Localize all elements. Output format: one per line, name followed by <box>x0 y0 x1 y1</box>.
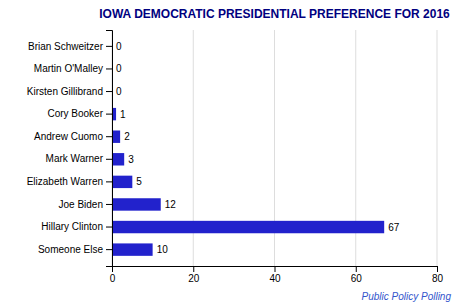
y-tick: Someone Else <box>38 244 112 255</box>
y-tick-label: Kirsten Gillibrand <box>27 86 103 97</box>
y-tick-label: Elizabeth Warren <box>27 176 103 187</box>
y-tick-label: Martin O'Malley <box>34 63 103 74</box>
x-tick-label: 0 <box>110 273 116 284</box>
y-tick-mark <box>106 181 112 182</box>
x-tick-label: 60 <box>351 273 363 284</box>
x-axis-line <box>113 267 438 273</box>
x-tick-label: 20 <box>188 273 200 284</box>
x-axis: 0 20 40 60 80 <box>110 266 444 284</box>
y-tick-mark <box>106 136 112 137</box>
y-tick: Elizabeth Warren <box>27 176 112 187</box>
y-tick-label: Mark Warner <box>46 153 104 164</box>
data-label: 67 <box>388 222 400 233</box>
y-tick-mark <box>106 159 112 160</box>
data-label: 0 <box>116 86 122 97</box>
chart-svg: 1067125321000020406080Someone ElseHillar… <box>0 0 459 306</box>
y-tick: Hillary Clinton <box>41 221 112 232</box>
y-tick-label: Andrew Cuomo <box>34 131 103 142</box>
data-label: 5 <box>136 176 142 187</box>
data-label: 2 <box>124 131 130 142</box>
y-tick-label: Brian Schweitzer <box>28 41 104 52</box>
data-label: 1 <box>120 109 126 120</box>
data-label: 10 <box>157 244 169 255</box>
watermark: Public Policy Polling <box>362 291 452 302</box>
x-tick-label: 80 <box>432 273 444 284</box>
bar <box>112 221 384 233</box>
y-tick: Martin O'Malley <box>34 63 112 74</box>
plot: 1067125321000020406080Someone ElseHillar… <box>27 30 444 284</box>
y-tick-label: Cory Booker <box>47 108 103 119</box>
data-labels: 1067125321000 <box>116 41 400 255</box>
bar <box>112 176 132 188</box>
grid <box>112 30 437 266</box>
y-tick-mark <box>106 249 112 250</box>
x-tick: 20 <box>188 266 200 284</box>
grid-line <box>437 30 438 266</box>
y-tick: Brian Schweitzer <box>28 41 112 52</box>
x-tick-mark <box>275 266 276 272</box>
x-tick-label: 40 <box>269 273 281 284</box>
x-tick-mark <box>437 266 438 272</box>
x-tick: 80 <box>432 266 444 284</box>
bar <box>112 243 153 255</box>
x-tick-mark <box>356 266 357 272</box>
bars <box>112 108 384 256</box>
data-label: 12 <box>165 199 177 210</box>
y-tick-mark <box>106 46 112 47</box>
y-tick: Joe Biden <box>59 199 112 210</box>
data-label: 0 <box>116 63 122 74</box>
y-tick-label: Joe Biden <box>59 199 103 210</box>
title: IOWA DEMOCRATIC PRESIDENTIAL PREFERENCE … <box>99 7 450 21</box>
bar <box>112 130 120 142</box>
y-axis-line <box>106 31 113 267</box>
bar <box>112 198 161 210</box>
y-tick: Andrew Cuomo <box>34 131 112 142</box>
chart-container: 1067125321000020406080Someone ElseHillar… <box>0 0 459 306</box>
x-tick: 60 <box>351 266 363 284</box>
x-tick-mark <box>193 266 194 272</box>
x-tick: 40 <box>269 266 281 284</box>
bar <box>112 153 124 165</box>
data-label: 3 <box>128 154 134 165</box>
y-tick-mark <box>106 227 112 228</box>
y-tick: Kirsten Gillibrand <box>27 86 112 97</box>
y-tick: Mark Warner <box>46 153 112 164</box>
y-tick-mark <box>106 68 112 69</box>
y-tick-label: Someone Else <box>38 244 103 255</box>
y-tick-label: Hillary Clinton <box>41 221 103 232</box>
y-axis: Someone Else Hillary Clinton Joe Biden Eliz… <box>27 31 113 267</box>
y-tick: Cory Booker <box>47 108 112 119</box>
y-tick-mark <box>106 204 112 205</box>
data-label: 0 <box>116 41 122 52</box>
y-tick-mark <box>106 114 112 115</box>
x-tick: 0 <box>110 266 116 284</box>
y-tick-mark <box>106 91 112 92</box>
